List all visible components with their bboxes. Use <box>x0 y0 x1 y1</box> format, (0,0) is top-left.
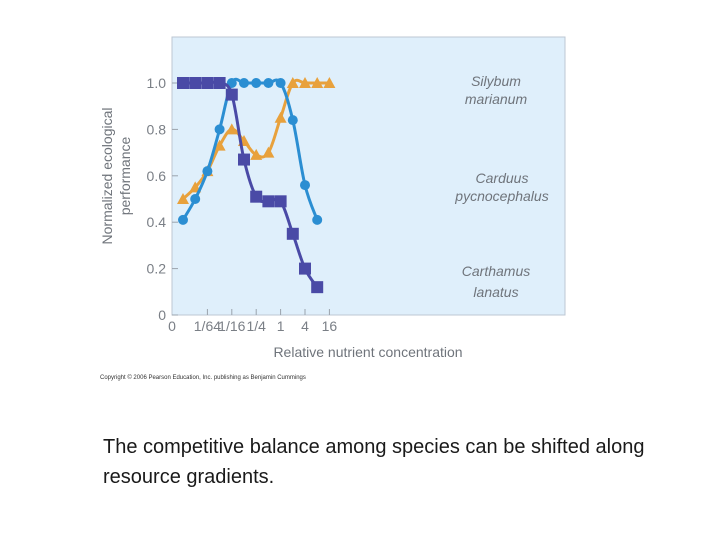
x-tick-label: 0 <box>168 318 176 334</box>
data-point-carthamus-lanatus <box>311 281 324 294</box>
series-label-carthamus-lanatus: lanatus <box>473 284 518 300</box>
data-point-carthamus-lanatus <box>286 227 299 240</box>
x-tick-label: 4 <box>301 318 309 334</box>
data-point-carduus-pycnocephalus <box>178 214 188 225</box>
y-tick-label: 0.6 <box>147 168 167 184</box>
data-point-carduus-pycnocephalus <box>226 78 237 88</box>
copyright-notice: Copyright © 2006 Pearson Education, Inc.… <box>100 374 306 381</box>
series-label-silybum-marianum: marianum <box>465 91 528 107</box>
data-point-carduus-pycnocephalus <box>190 194 201 204</box>
y-tick-label: 0 <box>158 307 166 323</box>
data-point-silybum-marianum <box>213 139 226 151</box>
series-label-carduus-pycnocephalus: Carduus <box>476 170 529 186</box>
data-point-carduus-pycnocephalus <box>275 78 286 88</box>
data-point-silybum-marianum <box>262 146 275 158</box>
data-point-carduus-pycnocephalus <box>251 78 262 88</box>
data-point-carduus-pycnocephalus <box>287 115 298 126</box>
data-point-silybum-marianum <box>274 111 287 123</box>
series-label-carduus-pycnocephalus: pycnocephalus <box>454 188 548 204</box>
x-tick-label: 1 <box>277 318 285 334</box>
x-axis-ticks: 0 1/641/16 1/4 1 4 16 <box>168 309 337 334</box>
series-layer <box>177 77 336 294</box>
data-point-silybum-marianum <box>250 148 263 160</box>
series-label-silybum-marianum: Silybum <box>471 73 521 89</box>
data-point-silybum-marianum <box>286 77 299 88</box>
x-tick-label: 1/64 <box>194 318 221 334</box>
data-point-carthamus-lanatus <box>213 77 226 89</box>
y-tick-label: 1.0 <box>147 75 167 91</box>
data-point-carthamus-lanatus <box>238 153 250 166</box>
y-axis-label-line-1: Normalized ecological <box>99 108 115 245</box>
data-point-carduus-pycnocephalus <box>300 180 310 191</box>
series-labels: Silybum marianum Carduus pycnocephalus Carth… <box>454 73 548 300</box>
y-tick-label: 0.2 <box>147 261 167 277</box>
data-point-carthamus-lanatus <box>262 195 275 208</box>
data-point-carthamus-lanatus <box>299 262 311 275</box>
y-tick-label: 0.8 <box>147 121 167 137</box>
y-axis-label-line-2: performance <box>117 136 133 215</box>
x-tick-label: 16 <box>322 318 338 334</box>
data-point-carthamus-lanatus <box>189 77 202 89</box>
data-point-carduus-pycnocephalus <box>263 78 274 88</box>
y-axis-ticks: 0 0.2 0.4 0.6 0.8 1.0 <box>147 75 178 323</box>
data-point-carduus-pycnocephalus <box>239 78 249 88</box>
caption: The competitive balance among species ca… <box>103 436 645 488</box>
data-point-silybum-marianum <box>299 77 311 88</box>
data-point-carthamus-lanatus <box>274 195 287 208</box>
y-tick-label: 0.4 <box>147 214 167 230</box>
x-tick-label: 1/16 <box>218 318 245 334</box>
plot-area <box>171 36 566 316</box>
data-point-carthamus-lanatus <box>201 77 214 89</box>
chart: 0 0.2 0.4 0.6 0.8 1.0 0 1/641/16 1/4 1 4 16 Silybu… <box>99 36 566 381</box>
data-point-silybum-marianum <box>177 193 189 204</box>
x-axis-label: Relative nutrient concentration <box>273 344 462 360</box>
data-point-carduus-pycnocephalus <box>214 124 225 135</box>
series-carduus-pycnocephalus <box>178 77 323 225</box>
x-tick-label: 1/4 <box>246 318 266 334</box>
data-point-carthamus-lanatus <box>177 77 189 89</box>
series-label-carthamus-lanatus: Carthamus <box>462 263 530 279</box>
data-point-silybum-marianum <box>323 77 336 88</box>
data-point-carthamus-lanatus <box>225 88 238 101</box>
data-point-silybum-marianum <box>311 77 324 88</box>
data-point-carthamus-lanatus <box>250 190 263 203</box>
data-point-carduus-pycnocephalus <box>312 214 323 225</box>
series-carthamus-lanatus <box>177 77 324 294</box>
data-point-carduus-pycnocephalus <box>202 166 213 177</box>
data-point-silybum-marianum <box>225 123 238 135</box>
